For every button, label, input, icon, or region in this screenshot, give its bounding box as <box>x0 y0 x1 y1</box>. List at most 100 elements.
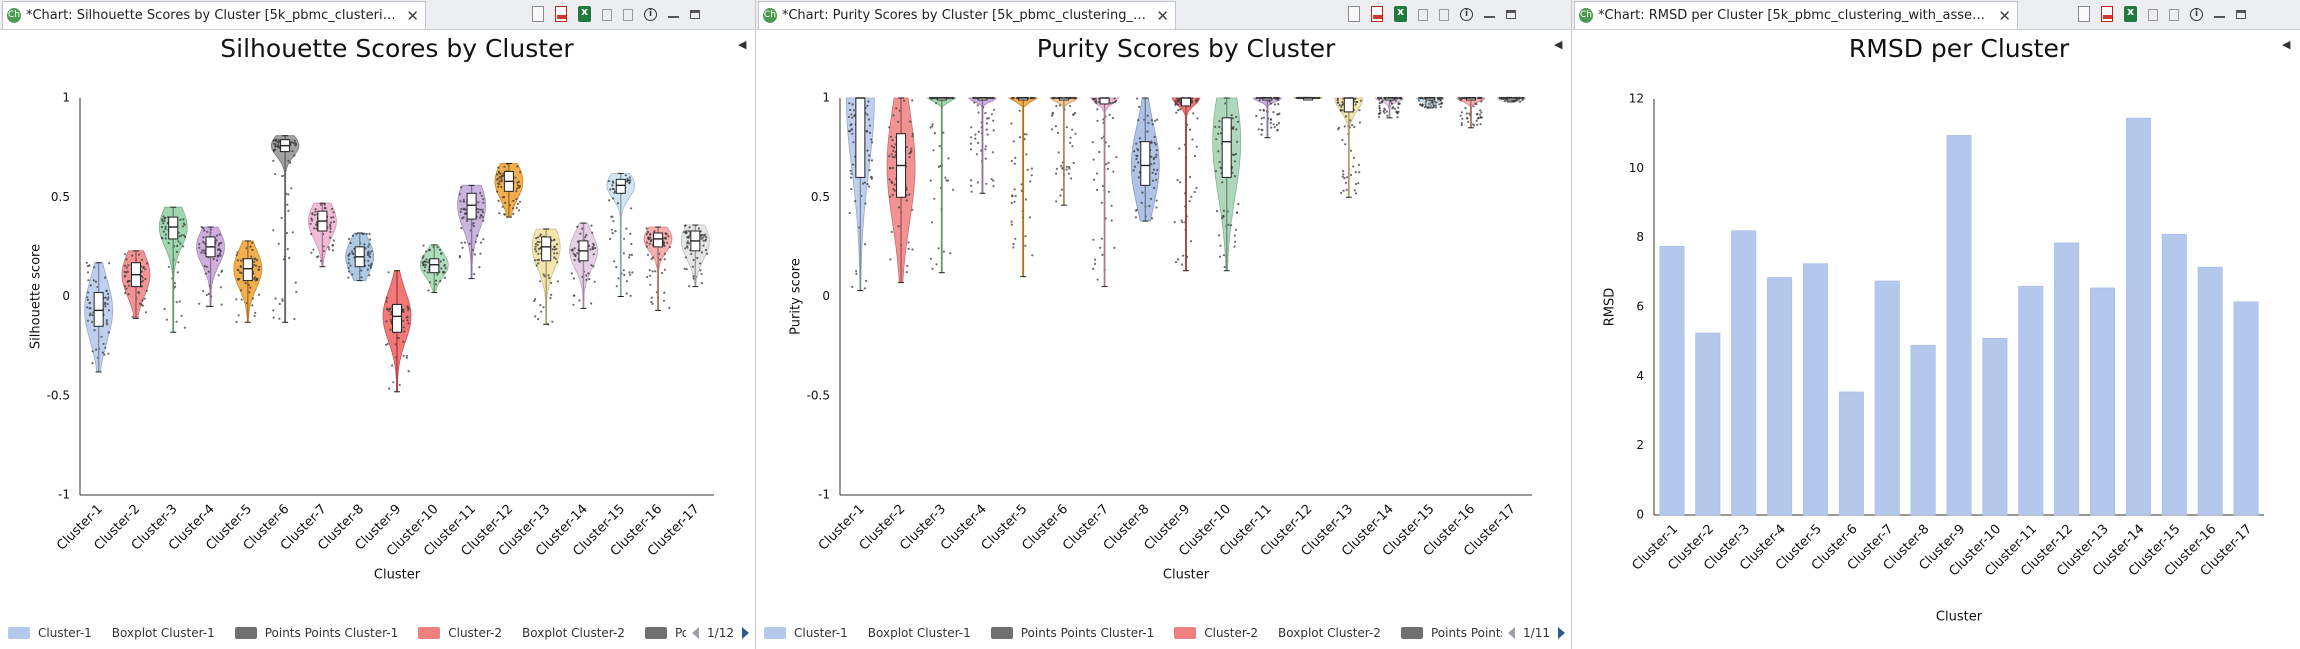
legend-item[interactable]: Boxplot Cluster-1 <box>868 626 971 640</box>
export-image-icon[interactable] <box>1348 6 1360 22</box>
data-point <box>573 294 576 297</box>
data-point <box>1030 167 1033 170</box>
tab-silhouette-chart[interactable]: Ch *Chart: Silhouette Scores by Cluster … <box>2 1 426 29</box>
collapse-sidebar-icon[interactable]: ◀ <box>1554 38 1563 51</box>
data-point <box>1012 243 1015 246</box>
data-point <box>1155 178 1158 181</box>
export-svg-icon[interactable] <box>2148 9 2158 21</box>
violin-group <box>967 96 998 194</box>
tab-purity-chart[interactable]: Ch *Chart: Purity Scores by Cluster [5k_… <box>758 1 1176 29</box>
close-icon[interactable]: ✕ <box>1156 6 1169 25</box>
close-icon[interactable]: ✕ <box>406 6 419 25</box>
violin-group <box>606 172 636 297</box>
legend-item[interactable]: Cluster-2 <box>418 626 502 640</box>
box <box>242 258 253 282</box>
data-point <box>1190 101 1193 104</box>
data-point <box>974 133 977 136</box>
legend-next-icon[interactable] <box>1558 627 1565 639</box>
export-excel-icon[interactable] <box>578 5 591 22</box>
data-point <box>556 243 559 246</box>
info-icon[interactable]: i <box>644 8 657 21</box>
data-point <box>428 281 431 284</box>
data-point <box>1032 96 1035 100</box>
copy-icon[interactable] <box>2169 9 2179 21</box>
data-point <box>176 271 179 274</box>
copy-icon[interactable] <box>1439 9 1449 21</box>
legend-item[interactable]: Points Points Cluster-1 <box>234 626 398 640</box>
data-point <box>479 241 483 244</box>
data-point <box>1010 220 1013 223</box>
data-point <box>931 123 934 126</box>
legend-next-icon[interactable] <box>742 627 749 639</box>
data-point <box>684 232 688 235</box>
chart-title: RMSD per Cluster <box>1849 34 2070 63</box>
collapse-sidebar-icon[interactable]: ◀ <box>738 38 747 51</box>
export-image-icon[interactable] <box>532 6 544 22</box>
data-point <box>472 222 475 225</box>
info-icon[interactable]: i <box>1460 8 1473 21</box>
data-point <box>251 241 254 244</box>
legend-item[interactable]: Points Points Cluster-1 <box>990 626 1154 640</box>
legend-item[interactable]: Cluster-1 <box>764 626 848 640</box>
export-excel-icon[interactable] <box>2124 5 2137 22</box>
box <box>1221 117 1232 178</box>
minimize-icon[interactable] <box>1484 15 1495 18</box>
data-point <box>991 151 994 154</box>
export-pdf-icon[interactable] <box>1371 6 1383 22</box>
data-point <box>1460 111 1463 114</box>
legend-item[interactable]: Points Points Cl <box>1400 626 1523 640</box>
info-icon[interactable]: i <box>2190 8 2203 21</box>
export-pdf-icon[interactable] <box>555 6 567 22</box>
close-icon[interactable]: ✕ <box>1998 6 2011 25</box>
export-excel-icon[interactable] <box>1394 5 1407 22</box>
export-pdf-icon[interactable] <box>2101 6 2113 22</box>
data-point <box>1419 96 1422 100</box>
data-point <box>330 207 334 210</box>
data-point <box>311 219 314 222</box>
data-point <box>1393 107 1396 110</box>
data-point <box>593 280 596 283</box>
data-point <box>1178 181 1182 184</box>
data-point <box>501 196 504 199</box>
legend-pager: 1/12 <box>686 617 749 649</box>
legend: Cluster-1 Boxplot Cluster-1 Points Points … <box>0 617 755 649</box>
data-point <box>701 236 704 239</box>
data-point <box>398 383 401 386</box>
maximize-icon[interactable] <box>1506 10 1516 19</box>
export-svg-icon[interactable] <box>1418 9 1428 21</box>
data-point <box>145 289 148 292</box>
tab-rmsd-chart[interactable]: Ch *Chart: RMSD per Cluster [5k_pbmc_clu… <box>1574 1 2018 29</box>
legend-item[interactable]: Boxplot Cluster-2 <box>1278 626 1381 640</box>
data-point <box>278 302 281 306</box>
minimize-icon[interactable] <box>2214 15 2225 18</box>
export-svg-icon[interactable] <box>602 9 612 21</box>
legend-prev-icon[interactable] <box>1508 627 1516 639</box>
copy-icon[interactable] <box>623 9 633 21</box>
data-point <box>253 263 256 267</box>
minimize-icon[interactable] <box>668 15 679 18</box>
legend-item[interactable]: Cluster-1 <box>8 626 92 640</box>
data-point <box>548 276 551 280</box>
data-point <box>942 131 945 134</box>
data-point <box>662 241 666 244</box>
data-point <box>1342 189 1345 192</box>
data-point <box>572 303 575 306</box>
data-point <box>625 280 629 283</box>
maximize-icon[interactable] <box>690 10 700 19</box>
data-point <box>704 239 707 242</box>
legend-item[interactable]: Cluster-2 <box>1174 626 1258 640</box>
data-point <box>1016 96 1019 100</box>
collapse-sidebar-icon[interactable]: ◀ <box>2282 38 2291 51</box>
data-point <box>1152 179 1155 182</box>
legend-prev-icon[interactable] <box>692 627 700 639</box>
data-point <box>1218 120 1221 123</box>
data-point <box>405 354 408 357</box>
data-point <box>688 226 691 229</box>
legend-item[interactable]: Boxplot Cluster-2 <box>522 626 625 640</box>
data-point <box>427 289 430 292</box>
legend-label: Points Points Cl <box>1430 626 1523 640</box>
export-image-icon[interactable] <box>2078 6 2090 22</box>
legend-item[interactable]: Boxplot Cluster-1 <box>112 626 215 640</box>
maximize-icon[interactable] <box>2236 10 2246 19</box>
data-point <box>970 179 973 182</box>
